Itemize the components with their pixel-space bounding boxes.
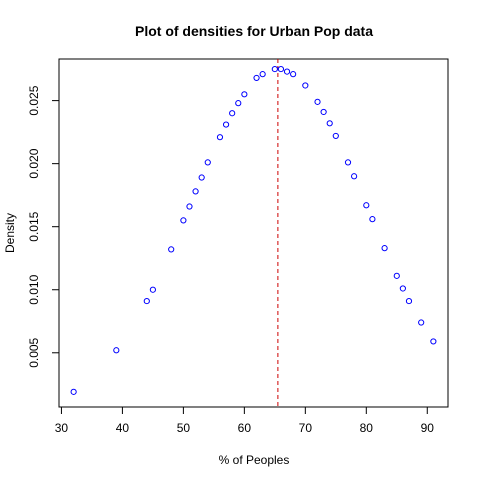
data-point — [381, 245, 388, 252]
data-point — [259, 71, 266, 78]
data-point — [168, 246, 175, 253]
data-points — [70, 65, 437, 395]
x-tick-label: 50 — [177, 421, 191, 435]
y-tick-label: 0.020 — [27, 148, 41, 178]
data-point — [229, 110, 236, 117]
data-point — [277, 65, 285, 73]
data-point — [216, 134, 224, 141]
y-axis-label: Density — [3, 213, 17, 253]
data-point — [393, 272, 400, 279]
data-point — [113, 347, 120, 354]
data-point — [351, 173, 358, 180]
x-tick-label: 80 — [360, 421, 374, 435]
data-point — [283, 68, 291, 75]
x-tick-label: 90 — [421, 421, 435, 435]
data-point — [204, 159, 211, 166]
data-point — [180, 217, 187, 224]
x-tick-label: 70 — [299, 421, 313, 435]
data-point — [314, 98, 321, 105]
y-tick-label: 0.005 — [27, 337, 41, 367]
data-point — [290, 71, 297, 78]
chart-title: Plot of densities for Urban Pop data — [135, 23, 373, 39]
data-point — [271, 65, 278, 73]
data-point — [241, 91, 248, 98]
data-point — [320, 108, 327, 116]
data-point — [222, 121, 230, 128]
data-point — [363, 202, 370, 209]
data-point — [149, 286, 156, 293]
y-tick-label: 0.015 — [27, 211, 41, 241]
data-point — [70, 388, 77, 395]
data-point — [399, 285, 406, 292]
data-point — [430, 338, 437, 345]
y-axis: 0.005 0.010 0.015 0.020 0.025 — [27, 85, 60, 368]
data-point — [186, 203, 193, 210]
data-point — [253, 74, 260, 82]
x-tick-label: 30 — [55, 421, 69, 435]
data-point — [143, 297, 150, 305]
data-point — [326, 120, 333, 127]
y-tick-label: 0.010 — [27, 274, 41, 304]
x-axis-label: % of Peoples — [219, 453, 290, 467]
data-point — [405, 297, 413, 305]
y-tick-label: 0.025 — [27, 85, 41, 115]
data-point — [369, 216, 376, 223]
x-tick-label: 60 — [238, 421, 252, 435]
data-point — [192, 188, 199, 195]
data-point — [418, 319, 425, 326]
data-point — [344, 159, 352, 166]
data-point — [198, 174, 205, 181]
data-point — [235, 100, 242, 107]
data-point — [302, 82, 309, 89]
x-tick-label: 40 — [116, 421, 130, 435]
data-point — [332, 132, 339, 140]
x-axis: 30 40 50 60 70 80 90 — [55, 406, 435, 435]
